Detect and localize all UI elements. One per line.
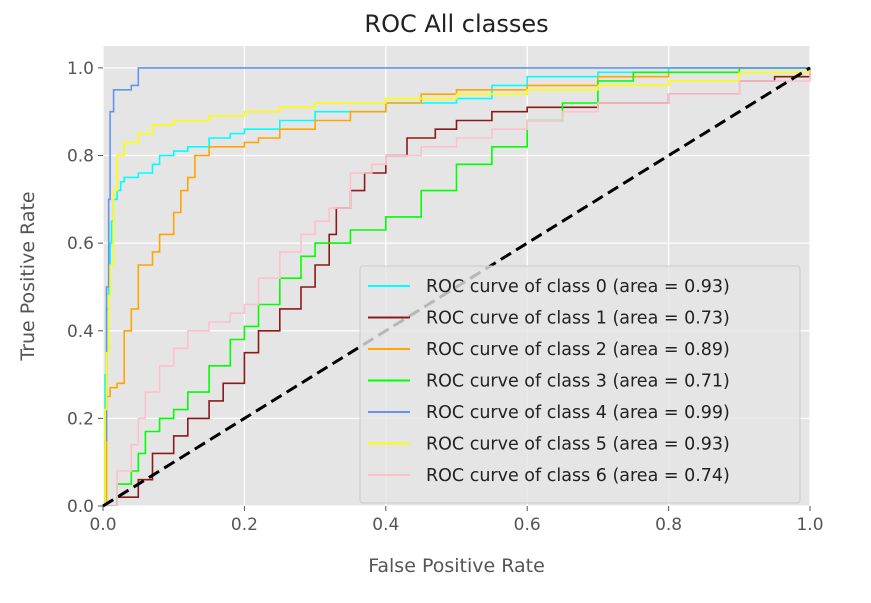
y-tick-label: 1.0 — [67, 59, 94, 79]
chart-title: ROC All classes — [364, 10, 548, 38]
roc-curve-class-2 — [103, 67, 810, 506]
legend-label: ROC curve of class 5 (area = 0.93) — [426, 435, 730, 455]
y-tick-label: 0.8 — [67, 147, 94, 167]
x-tick-label: 0.4 — [372, 515, 399, 535]
x-tick-label: 0.8 — [655, 515, 682, 535]
x-axis-label: False Positive Rate — [368, 555, 545, 577]
roc-curve-class-3 — [103, 67, 810, 506]
roc-curve-class-0 — [103, 67, 810, 506]
y-tick-label: 0.0 — [67, 497, 94, 517]
series-layer — [103, 67, 811, 506]
legend: ROC curve of class 0 (area = 0.93) ROC cu… — [359, 265, 801, 504]
x-tick-label: 0.2 — [231, 515, 258, 535]
x-tick-label: 0.6 — [514, 515, 541, 535]
x-tick-label: 1.0 — [796, 515, 823, 535]
roc-curve-class-5 — [103, 67, 811, 506]
legend-label: ROC curve of class 1 (area = 0.73) — [426, 309, 730, 329]
y-tick-label: 0.2 — [67, 409, 94, 429]
x-tick-label: 0.0 — [89, 515, 116, 535]
legend-label: ROC curve of class 0 (area = 0.93) — [426, 277, 730, 297]
roc-curve-class-6 — [103, 67, 811, 506]
legend-label: ROC curve of class 2 (area = 0.89) — [426, 340, 730, 360]
legend-box — [359, 265, 801, 504]
y-axis-label: True Positive Rate — [17, 191, 39, 361]
legend-label: ROC curve of class 6 (area = 0.74) — [426, 466, 730, 486]
legend-label: ROC curve of class 3 (area = 0.71) — [426, 372, 730, 392]
roc-curve-class-4 — [103, 67, 810, 506]
y-tick-label: 0.6 — [67, 234, 94, 254]
legend-label: ROC curve of class 4 (area = 0.99) — [426, 403, 730, 423]
y-tick-label: 0.4 — [67, 322, 94, 342]
tick-labels: 0.0 0.2 0.4 0.6 0.8 1.0 0.0 0.2 0.4 0.6 0.8 1.0 — [67, 59, 824, 535]
